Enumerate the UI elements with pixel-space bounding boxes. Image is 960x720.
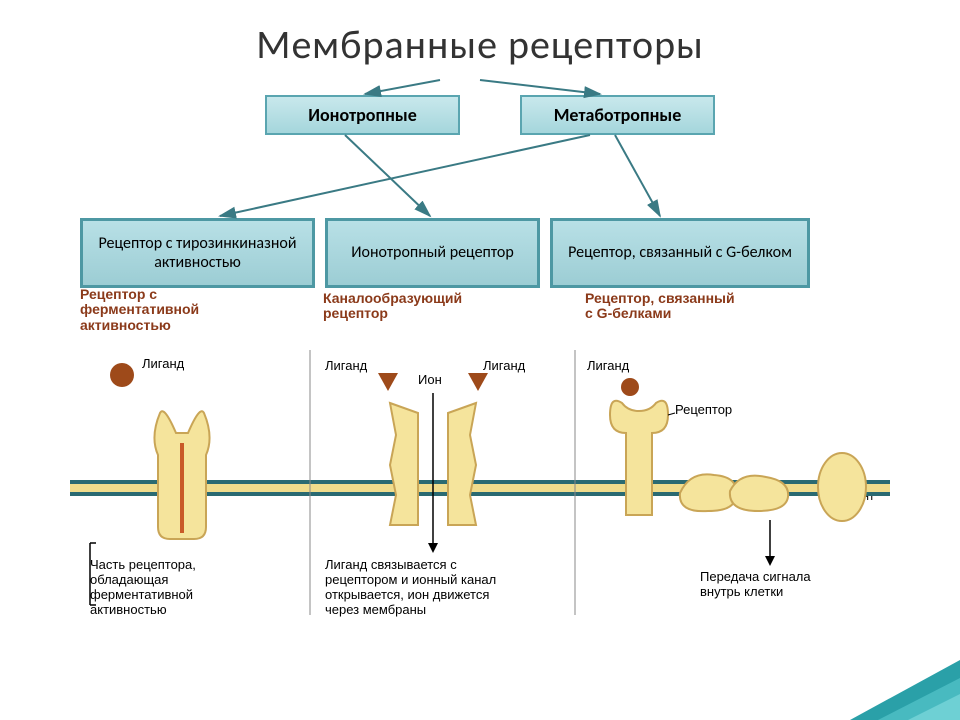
box-iono-rec: Ионотропный рецептор bbox=[325, 218, 540, 288]
label-iono-rec: Ионотропный рецептор bbox=[351, 243, 513, 262]
box-g-protein: Рецептор, связанный с G-белком bbox=[550, 218, 810, 288]
receptor-diagram: Рецептор сферментативнойактивностью Кана… bbox=[80, 295, 880, 635]
box-tyrosine: Рецептор с тирозинкиназной активностью bbox=[80, 218, 315, 288]
box-ionotropic: Ионотропные bbox=[265, 95, 460, 135]
label-ionotropic: Ионотропные bbox=[308, 104, 417, 126]
corner-accent-3 bbox=[908, 694, 960, 720]
diagram-svg bbox=[70, 295, 890, 635]
label-tyrosine: Рецептор с тирозинкиназной активностью bbox=[91, 234, 304, 272]
box-metabotropic: Метаботропные bbox=[520, 95, 715, 135]
label-g-protein: Рецептор, связанный с G-белком bbox=[568, 243, 792, 262]
page-title: Мембранные рецепторы bbox=[0, 0, 960, 69]
label-metabotropic: Метаботропные bbox=[554, 104, 682, 126]
